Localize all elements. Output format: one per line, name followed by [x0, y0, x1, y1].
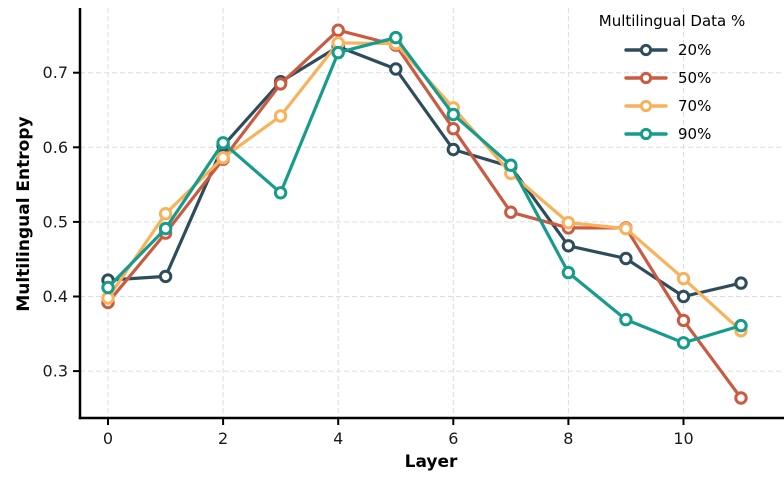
legend-label: 50%: [678, 69, 712, 87]
data-point-90%-layer-6: [446, 107, 460, 122]
data-point-90%-layer-9: [619, 312, 633, 327]
x-tick-label: 8: [563, 429, 573, 448]
x-tick-label: 6: [448, 429, 458, 448]
data-point-90%-layer-8: [561, 265, 576, 280]
data-point-20%-layer-5: [389, 62, 403, 76]
data-point-70%-layer-3: [273, 109, 288, 123]
x-tick-label: 4: [333, 429, 343, 448]
x-tick-label: 10: [673, 429, 693, 448]
legend: Multilingual Data % 20% 50% 70% 90%: [572, 12, 772, 148]
legend-swatch-line-icon: [624, 71, 668, 85]
series-line-90%: [106, 35, 743, 345]
y-tick-label: 0.3: [43, 362, 68, 381]
data-point-90%-layer-1: [158, 221, 173, 236]
data-point-20%-layer-10: [676, 289, 691, 304]
data-point-50%-layer-4: [331, 23, 345, 37]
data-point-90%-layer-10: [676, 336, 691, 350]
data-point-50%-layer-7: [504, 205, 518, 219]
data-point-20%-layer-11: [734, 276, 748, 290]
x-tick-label: 2: [218, 429, 228, 448]
data-point-70%-layer-8: [561, 215, 576, 230]
data-point-90%-layer-4: [331, 45, 345, 60]
data-point-70%-layer-0: [101, 291, 115, 305]
legend-title: Multilingual Data %: [598, 12, 746, 30]
y-tick-label: 0.6: [43, 138, 68, 157]
x-tick-label: 0: [103, 429, 113, 448]
legend-swatch-line-icon: [624, 127, 668, 141]
series-line-50%: [106, 28, 743, 400]
data-point-20%-layer-1: [158, 269, 173, 284]
data-point-90%-layer-3: [273, 186, 288, 200]
legend-swatch-line-icon: [624, 43, 668, 57]
data-point-50%-layer-3: [273, 77, 288, 91]
legend-label: 70%: [678, 97, 712, 115]
data-point-20%-layer-9: [619, 251, 633, 266]
data-point-90%-layer-2: [216, 136, 230, 150]
x-axis-title: Layer: [404, 452, 458, 472]
legend-label: 20%: [678, 41, 712, 59]
data-point-90%-layer-11: [734, 318, 748, 333]
legend-item-70: 70%: [624, 92, 720, 120]
data-point-70%-layer-2: [216, 151, 230, 165]
data-point-90%-layer-0: [101, 280, 115, 295]
legend-item-50: 50%: [624, 64, 720, 92]
data-point-90%-layer-7: [504, 158, 518, 172]
y-tick-label: 0.7: [43, 63, 68, 82]
data-point-50%-layer-11: [734, 391, 748, 405]
y-tick-label: 0.4: [43, 287, 68, 306]
legend-label: 90%: [678, 125, 712, 143]
y-axis-title: Multilingual Entropy: [14, 116, 34, 312]
data-point-50%-layer-6: [446, 122, 460, 136]
legend-item-90: 90%: [624, 120, 720, 148]
data-point-20%-layer-6: [446, 142, 460, 157]
data-point-20%-layer-8: [561, 239, 576, 253]
data-point-90%-layer-5: [389, 30, 403, 45]
data-point-50%-layer-10: [676, 313, 691, 328]
legend-swatch-line-icon: [624, 99, 668, 113]
data-point-70%-layer-10: [676, 271, 691, 286]
legend-item-20: 20%: [624, 36, 720, 64]
y-tick-label: 0.5: [43, 212, 68, 231]
data-point-70%-layer-9: [619, 221, 633, 236]
data-point-70%-layer-1: [158, 207, 173, 221]
